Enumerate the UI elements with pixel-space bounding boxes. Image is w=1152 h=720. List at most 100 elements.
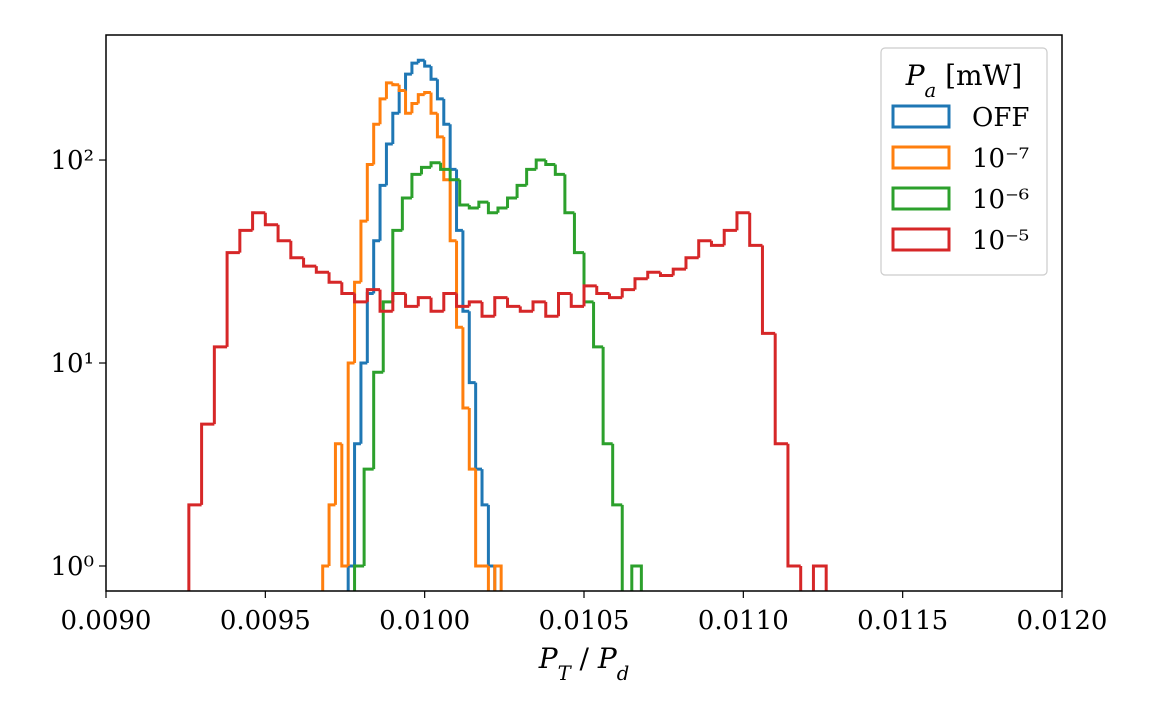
histogram-step [391, 292, 406, 312]
histogram-step [544, 301, 559, 318]
histogram-step [595, 285, 610, 296]
histogram-step [423, 91, 432, 95]
legend-swatch [891, 145, 951, 170]
legend-label: 10⁻⁶ [972, 185, 1029, 215]
histogram-step [611, 443, 623, 507]
histogram-step [458, 179, 470, 207]
histogram-step [263, 212, 279, 227]
histogram-step [477, 200, 489, 209]
histogram-step [353, 293, 368, 304]
histogram-step [410, 172, 422, 199]
histogram-step [722, 228, 737, 246]
histogram-step [582, 284, 597, 307]
histogram-step [773, 333, 788, 446]
legend-swatch [891, 227, 951, 252]
histogram-step [333, 442, 342, 505]
x-tick-label: 0.0100 [379, 606, 470, 636]
histogram-step [569, 293, 584, 308]
legend-swatch [891, 104, 951, 129]
histogram-step [289, 240, 304, 260]
histogram-step [799, 565, 803, 591]
histogram-step [448, 179, 457, 243]
histogram-step [607, 293, 623, 300]
x-tick-label: 0.0120 [1017, 606, 1108, 636]
histogram-step [225, 251, 240, 347]
histogram-step [346, 564, 355, 591]
histogram-step [378, 289, 393, 313]
histogram-step [480, 469, 489, 507]
histogram-step [633, 277, 648, 290]
histogram-step [442, 292, 457, 312]
histogram-step [410, 61, 419, 75]
x-tick-label: 0.0095 [220, 606, 311, 636]
histogram-step [442, 98, 451, 126]
histogram-step [372, 370, 384, 470]
histogram-step [480, 301, 495, 318]
histogram-step [493, 564, 503, 591]
histogram-step [429, 161, 441, 168]
histogram-step [493, 296, 508, 317]
histogram-step [486, 202, 498, 215]
histogram-step [327, 503, 336, 566]
histogram-step [400, 196, 412, 231]
histogram-step [397, 84, 406, 93]
histogram-step [646, 270, 661, 279]
histogram-step [760, 245, 776, 335]
histogram-step [372, 122, 381, 165]
histogram-step [518, 306, 534, 313]
histogram-step [419, 165, 432, 175]
histogram-step [359, 219, 368, 283]
legend-label: OFF [972, 103, 1029, 133]
histogram-step [563, 174, 575, 215]
histogram-step [416, 58, 425, 64]
histogram-step [620, 504, 624, 591]
histogram-step [410, 101, 419, 114]
plot-area [187, 58, 828, 591]
histogram-step [592, 301, 604, 349]
histogram-step [531, 300, 546, 312]
histogram-step [384, 81, 393, 99]
histogram-step [187, 503, 202, 591]
histogram-step [786, 443, 801, 568]
histogram-step [365, 163, 374, 222]
histogram-step [515, 183, 527, 199]
histogram-step [544, 160, 556, 167]
histogram-step [455, 240, 463, 329]
histogram-step [362, 467, 374, 566]
legend-title: Pa [mW] [905, 59, 1023, 102]
histogram-step [697, 239, 712, 258]
histogram-step [748, 212, 763, 247]
histogram-step [671, 267, 686, 276]
histogram-step [486, 565, 490, 591]
y-tick-label: 10² [50, 146, 94, 176]
histogram-step [302, 257, 317, 268]
histogram-step [404, 90, 412, 115]
histogram-step [709, 240, 725, 247]
histogram-step [467, 205, 479, 210]
histogram-step [340, 443, 349, 568]
histogram-step [391, 228, 403, 302]
histogram-step [461, 230, 470, 313]
y-tick-label: 10⁰ [50, 552, 94, 582]
histogram-step [435, 113, 444, 139]
histogram-step [439, 162, 451, 171]
histogram-step [238, 228, 253, 253]
histogram-step [321, 564, 330, 591]
legend-label: 10⁻⁷ [972, 144, 1029, 174]
histogram-step [658, 272, 674, 277]
histogram-step [467, 408, 476, 471]
histogram-step [467, 311, 476, 385]
histogram-step [506, 196, 518, 209]
histogram-step [416, 93, 425, 104]
histogram-step [630, 564, 643, 591]
histogram-step [404, 293, 419, 308]
histogram-step [442, 136, 451, 182]
histogram-step [429, 92, 438, 115]
histogram-step [601, 346, 613, 446]
histogram-step [251, 211, 266, 231]
histogram-step [372, 239, 381, 294]
histogram-step [423, 60, 432, 68]
histogram-step [200, 422, 215, 505]
histogram-step [474, 469, 483, 568]
